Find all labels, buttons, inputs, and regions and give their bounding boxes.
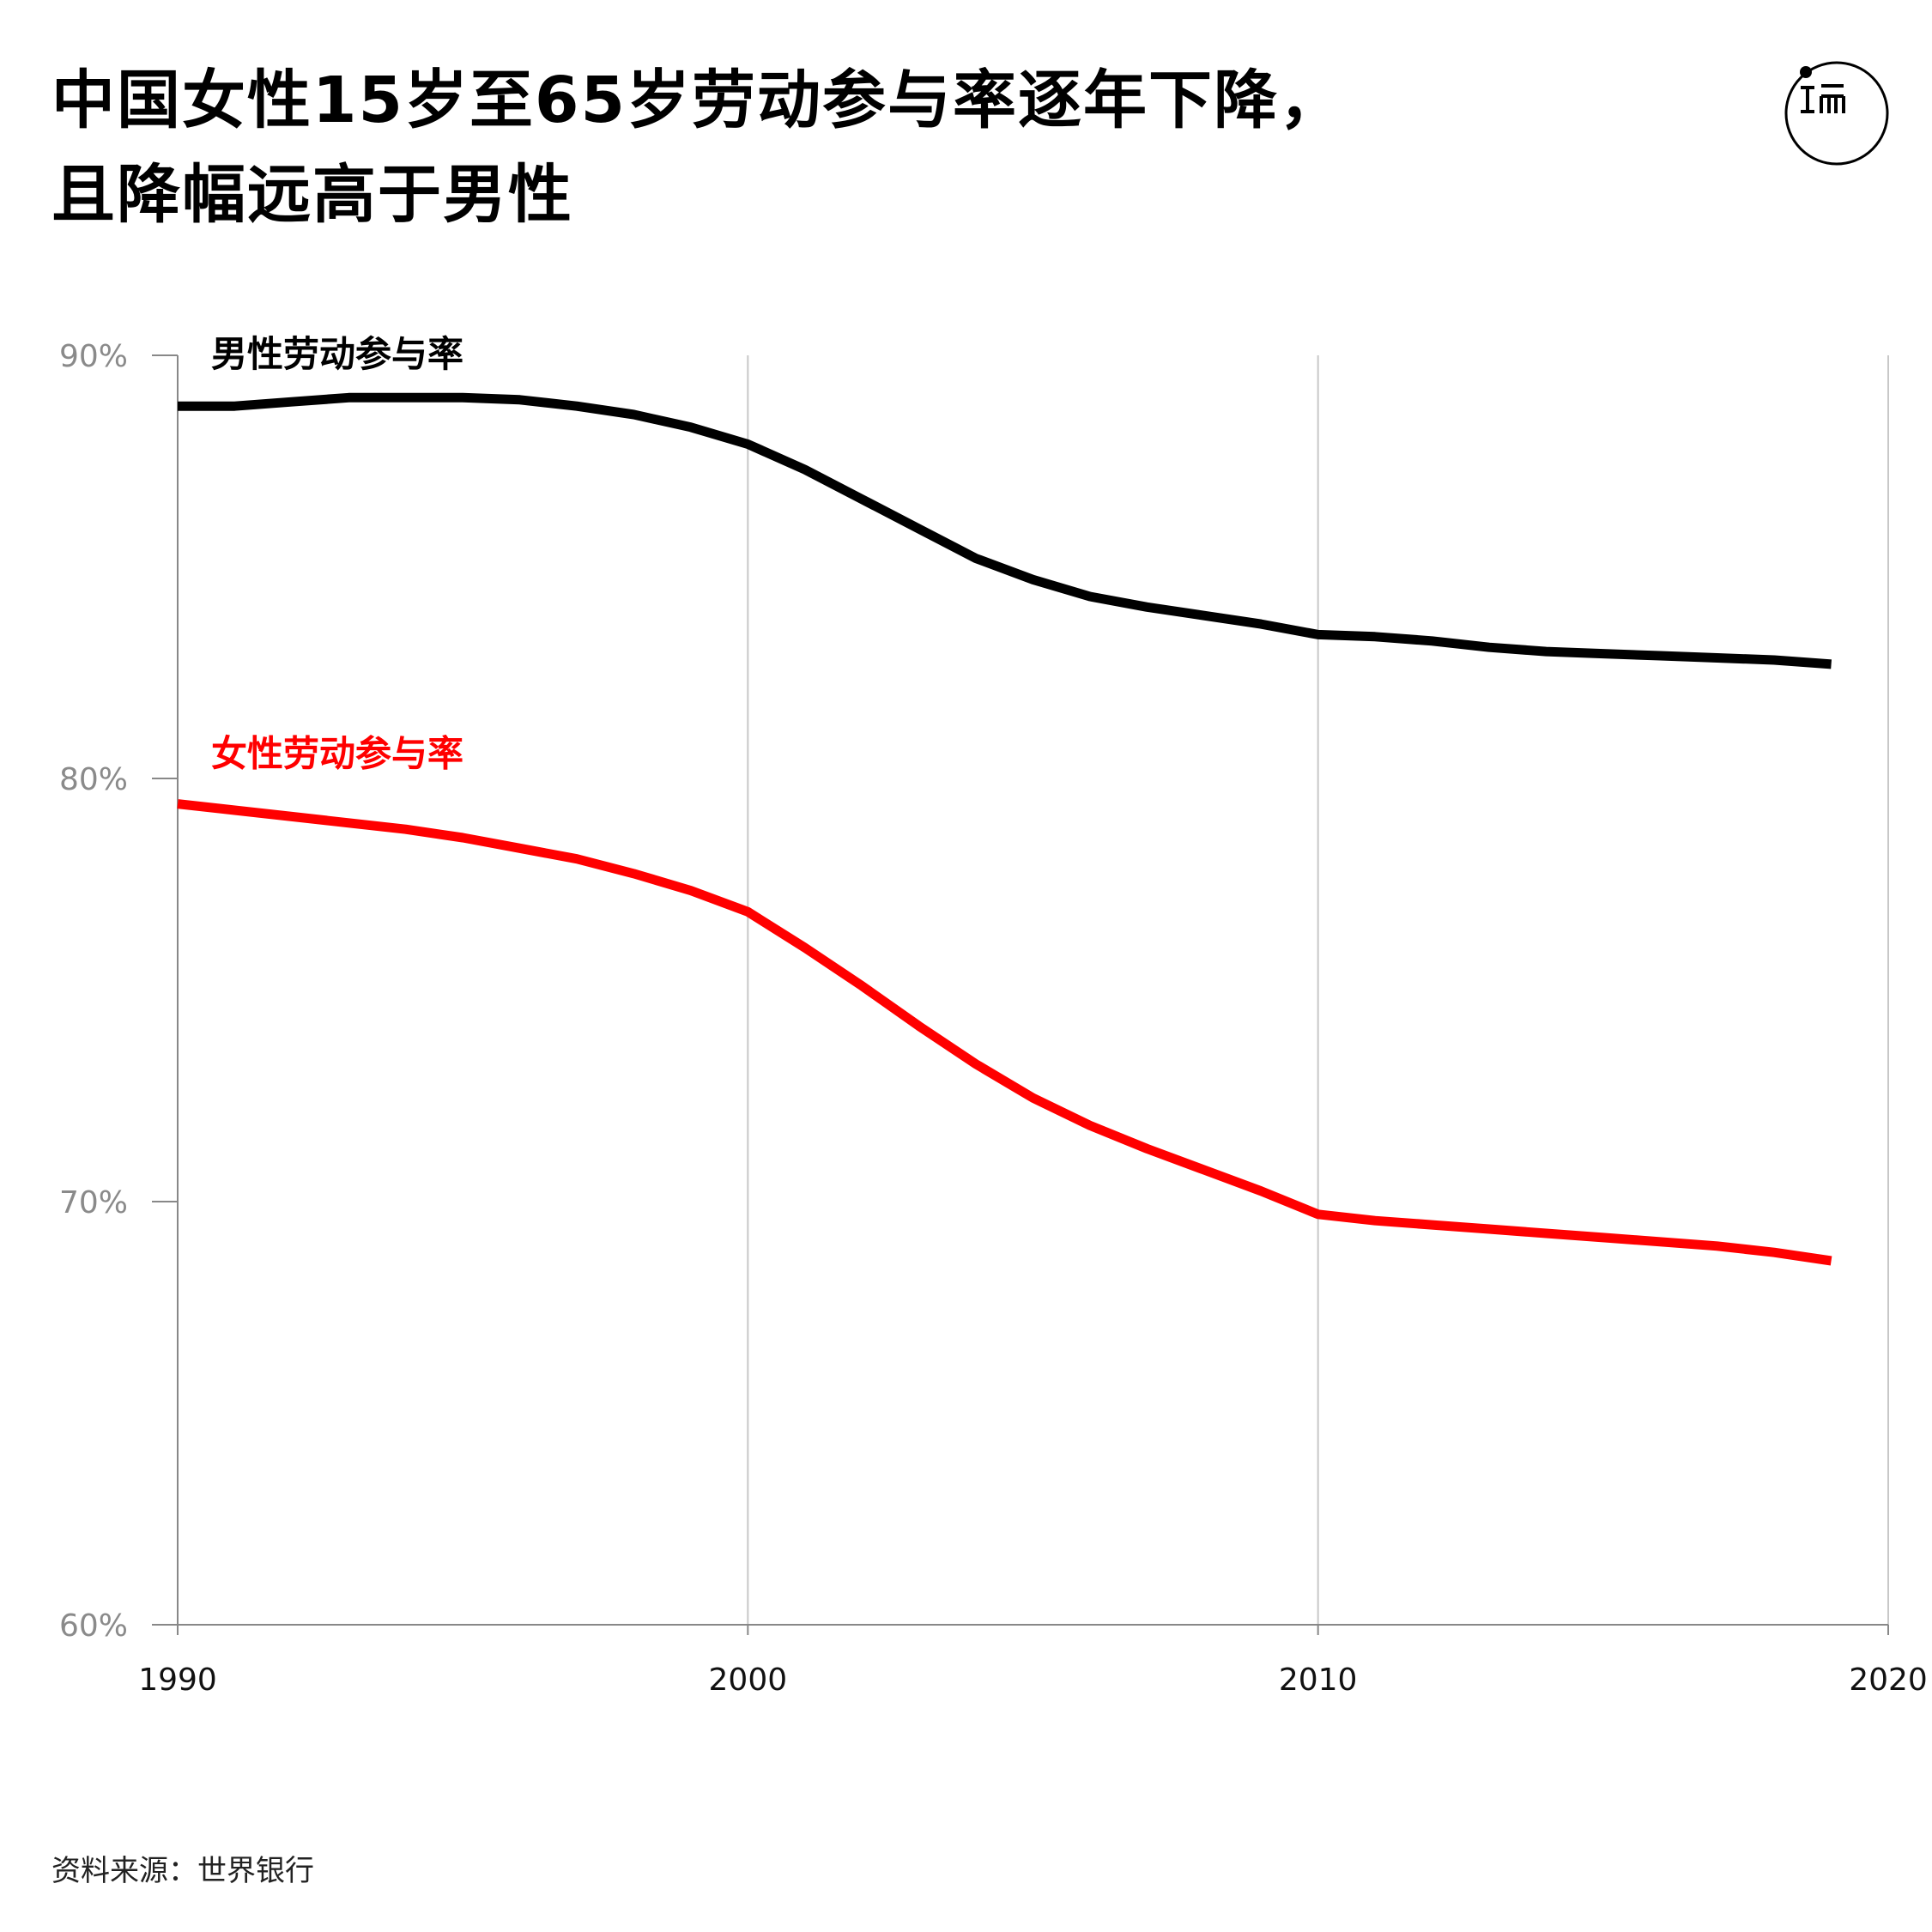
chart-grid	[747, 355, 1889, 1625]
source-note: 资料来源：世界银行	[51, 1854, 314, 1888]
series-line-1	[177, 799, 1832, 1266]
title-line-2: 且降幅远高于男性	[51, 158, 573, 232]
chart-title: 中国女性15岁至65岁劳动参与率逐年下降， 且降幅远高于男性	[51, 53, 1511, 242]
y-tick-label: 80%	[59, 762, 128, 797]
series-label: 女性劳动参与率	[211, 733, 463, 775]
y-tick-label: 90%	[59, 339, 128, 374]
initium-logo-icon	[1784, 61, 1889, 166]
y-tick-label: 60%	[59, 1608, 128, 1644]
x-tick-label: 2020	[1849, 1662, 1928, 1698]
series-label: 男性劳动参与率	[211, 333, 463, 375]
x-tick-label: 2010	[1279, 1662, 1358, 1698]
x-tick-label: 1990	[138, 1662, 217, 1698]
title-line-1: 中国女性15岁至65岁劳动参与率逐年下降，	[51, 64, 1344, 137]
series-line-0	[178, 392, 1832, 669]
x-tick-label: 2000	[709, 1662, 788, 1698]
y-tick-label: 70%	[59, 1185, 128, 1220]
chart-axes: 60% 70% 80% 90% 1990 2000 2010 2020	[59, 339, 1928, 1698]
chart-series	[177, 392, 1832, 1266]
